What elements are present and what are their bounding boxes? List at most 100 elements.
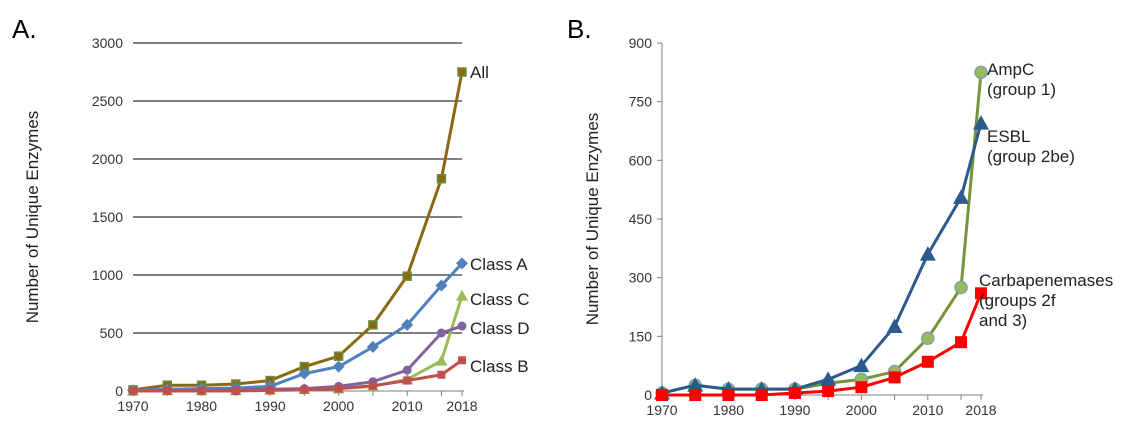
- series-label: Class D: [470, 319, 530, 338]
- data-point: [437, 370, 446, 379]
- series-label-line: Class A: [470, 255, 528, 274]
- series-class-c: Class C: [127, 289, 530, 396]
- x-tick-label: 2018: [965, 402, 996, 418]
- data-point: [366, 340, 379, 353]
- x-tick-label: 2000: [846, 402, 877, 418]
- data-point: [888, 371, 901, 384]
- data-point: [298, 367, 311, 380]
- series-label: Class A: [470, 255, 528, 274]
- series-esbl-group-2be: ESBL (group 2be): [654, 115, 1075, 400]
- data-point: [687, 377, 704, 392]
- data-point: [822, 385, 835, 398]
- chart-panel-1: A. Number of Unique Enzymes 0 500 1000 1500 20…: [12, 14, 530, 414]
- series-class-a: Class A: [127, 255, 528, 397]
- data-point: [435, 354, 448, 366]
- data-point: [436, 328, 446, 338]
- y-axis-label: Number of Unique Enzymes: [23, 111, 42, 324]
- series-label-line: Class C: [470, 290, 530, 309]
- y-tick-label: 0: [115, 383, 123, 399]
- series-line: [661, 72, 983, 395]
- data-point: [953, 189, 970, 204]
- panel-label: A.: [12, 14, 37, 44]
- series-line: [662, 292, 983, 397]
- x-tick-label: 1980: [713, 402, 744, 418]
- x-tick-label: 2000: [323, 398, 354, 414]
- y-tick-label: 900: [629, 35, 653, 51]
- data-point: [855, 381, 868, 394]
- x-tick-label: 2010: [392, 398, 423, 414]
- data-point: [163, 387, 172, 395]
- data-point: [456, 289, 468, 301]
- y-tick-label: 2500: [92, 93, 123, 109]
- data-point: [197, 387, 206, 395]
- data-point: [755, 389, 768, 401]
- series-label-line: All: [470, 63, 489, 82]
- series-line: [132, 324, 463, 393]
- series-line: [132, 262, 464, 392]
- data-point: [886, 318, 903, 333]
- y-tick-label: 150: [629, 328, 653, 344]
- y-tick-label: 2000: [92, 151, 123, 167]
- data-point: [921, 355, 934, 368]
- data-point: [457, 67, 467, 77]
- series-ampc-group-1: AmpC (group 1): [655, 60, 1056, 400]
- x-tick-label: 1980: [186, 398, 217, 414]
- data-point: [368, 320, 378, 330]
- series-label-line: (group 1): [987, 80, 1056, 99]
- series-label: Carbapenemases (groups 2f and 3): [979, 271, 1113, 330]
- data-point: [266, 386, 275, 395]
- data-point: [689, 389, 702, 401]
- data-point: [788, 387, 801, 400]
- data-point: [954, 280, 968, 295]
- data-point: [458, 356, 466, 365]
- data-point: [129, 387, 137, 395]
- series-label: Class C: [470, 290, 530, 309]
- y-tick-label: 1000: [92, 267, 123, 283]
- data-point: [332, 360, 345, 373]
- data-point: [456, 257, 468, 270]
- x-tick-label: 1990: [779, 402, 810, 418]
- data-point: [820, 371, 837, 386]
- data-point: [656, 389, 668, 401]
- data-point: [457, 321, 467, 331]
- data-point: [435, 279, 448, 292]
- data-point: [921, 331, 935, 346]
- series-label-line: Class D: [470, 319, 530, 338]
- y-tick-label: 750: [629, 94, 653, 110]
- data-point: [334, 384, 343, 393]
- y-tick-label: 0: [644, 387, 652, 403]
- x-tick-label: 2018: [446, 398, 477, 414]
- data-point: [300, 385, 309, 394]
- series-label-line: (groups 2f: [979, 291, 1056, 310]
- x-tick-label: 2010: [912, 402, 943, 418]
- y-axis-label: Number of Unique Enzymes: [583, 113, 602, 326]
- data-point: [402, 271, 412, 281]
- y-tick-label: 300: [629, 270, 653, 286]
- y-tick-label: 600: [629, 152, 653, 168]
- data-point: [231, 387, 240, 395]
- data-point: [853, 357, 870, 373]
- data-point: [919, 246, 936, 261]
- data-point: [975, 287, 987, 300]
- series-label-line: ESBL: [987, 127, 1030, 146]
- y-tick-label: 3000: [92, 35, 123, 51]
- series-all: All: [128, 63, 489, 395]
- series-class-b: Class B: [129, 356, 529, 395]
- series-label: AmpC (group 1): [987, 60, 1056, 99]
- y-tick-label: 1500: [92, 209, 123, 225]
- y-tick-label: 500: [100, 325, 124, 341]
- y-tick-label: 450: [629, 211, 653, 227]
- data-point: [401, 318, 414, 331]
- series-carbapenemases-groups-2f-and-3: Carbapenemases (groups 2f and 3): [656, 271, 1113, 401]
- x-tick-label: 1970: [646, 402, 677, 418]
- data-point: [403, 376, 412, 385]
- series-label-line: AmpC: [987, 60, 1034, 79]
- x-tick-label: 1990: [255, 398, 286, 414]
- data-point: [368, 381, 377, 390]
- series-label-line: and 3): [979, 311, 1027, 330]
- data-point: [402, 365, 412, 375]
- series-label: Class B: [470, 357, 529, 376]
- data-point: [333, 351, 344, 361]
